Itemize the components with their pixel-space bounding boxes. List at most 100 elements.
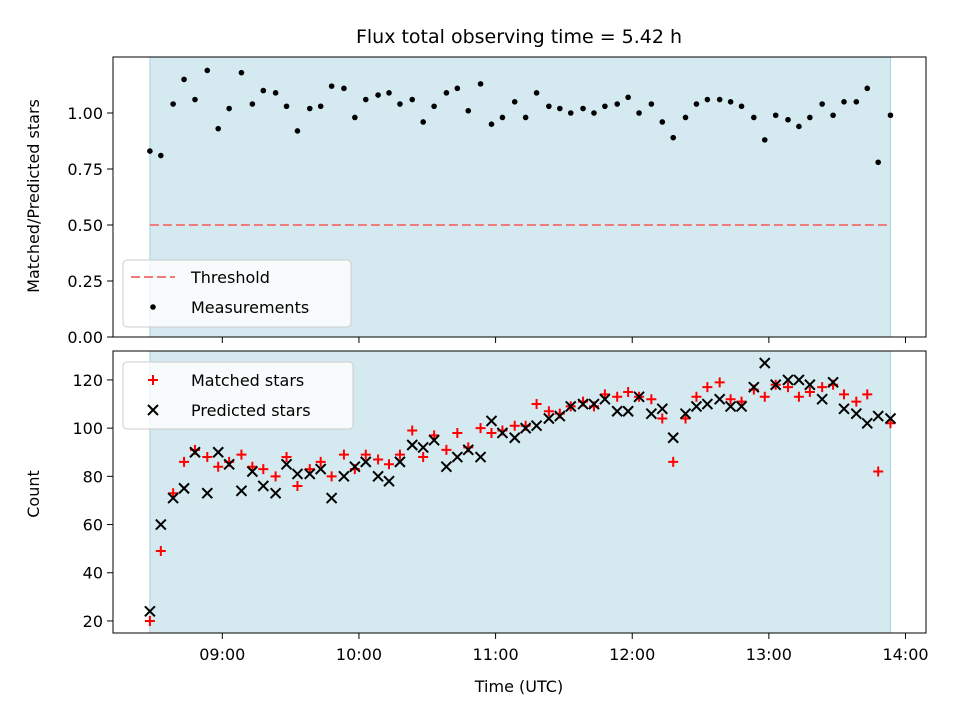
predicted-star-point [633, 391, 645, 403]
predicted-star-point [269, 487, 282, 499]
matched-star-point [270, 471, 281, 482]
matched-star-point [236, 449, 247, 460]
matched-star-point [373, 454, 384, 465]
predicted-star-point [793, 374, 805, 386]
predicted-star-point [474, 451, 487, 463]
x-axis-label: Time (UTC) [474, 677, 563, 696]
matched-star-point [202, 452, 213, 463]
measurement-point [158, 152, 164, 159]
predicted-star-point [713, 393, 726, 405]
measurement-point [659, 119, 666, 125]
bottom-y-tick-label: 60 [83, 516, 103, 535]
legend-predicted-swatch [147, 404, 159, 416]
predicted-star-point [212, 446, 224, 458]
predicted-star-point [611, 405, 623, 417]
predicted-star-point [291, 468, 304, 480]
top-y-axis-label: Matched/Predicted stars [24, 99, 43, 293]
matched-star-point [179, 456, 190, 467]
matched-star-point [429, 430, 440, 441]
measurement-point [819, 101, 825, 107]
predicted-star-point [782, 374, 794, 386]
matched-star-point [646, 394, 657, 405]
predicted-star-point [325, 492, 338, 504]
matched-star-point [599, 389, 610, 400]
measurement-point [772, 112, 779, 119]
measurement-point [738, 103, 745, 110]
top-y-tick-label: 0.50 [67, 216, 103, 235]
measurement-point [511, 99, 518, 105]
matched-star-point [885, 418, 896, 429]
matched-star-point [394, 449, 405, 460]
matched-star-point [407, 425, 418, 436]
matched-star-point [338, 449, 349, 460]
measurement-point [443, 90, 450, 96]
predicted-star-point [804, 379, 816, 391]
predicted-star-point [314, 463, 327, 475]
measurement-point [454, 85, 461, 92]
measurement-point [238, 69, 245, 76]
predicted-star-point [155, 518, 167, 531]
matched-star-point [543, 406, 554, 417]
measurement-point [477, 81, 484, 87]
measurement-point [522, 114, 529, 121]
predicted-star-point [759, 357, 771, 369]
predicted-star-point [816, 393, 828, 405]
predicted-star-point [543, 412, 555, 425]
measurement-point [807, 114, 813, 121]
predicted-star-point [577, 398, 589, 410]
measurement-point [294, 128, 301, 134]
measurement-point [181, 76, 187, 83]
measurement-point [192, 96, 198, 103]
measurement-point [670, 134, 677, 141]
bottom-x-tick-label: 14:00 [882, 645, 928, 664]
matched-star-point [612, 391, 623, 402]
matched-star-point [804, 386, 815, 397]
measurement-point [785, 116, 791, 123]
matched-star-point [475, 423, 486, 434]
predicted-star-point [440, 460, 453, 473]
legend-measurements-swatch [150, 304, 156, 310]
matched-star-point [486, 427, 497, 438]
bottom-legend: Matched stars Predicted stars [122, 361, 354, 430]
predicted-star-point [872, 410, 884, 422]
matched-star-point [873, 466, 884, 477]
bottom-y-tick-label: 80 [83, 467, 103, 486]
bottom-y-tick-label: 100 [72, 419, 103, 438]
predicted-star-point [178, 482, 190, 495]
predicted-star-point [304, 468, 316, 480]
matched-star-point [247, 461, 258, 472]
measurement-point [648, 101, 655, 107]
predicted-star-point [383, 475, 395, 487]
predicted-star-point [656, 403, 668, 415]
matched-star-point [680, 413, 691, 424]
predicted-star-point [735, 400, 748, 413]
measurement-point [853, 99, 860, 105]
matched-star-point [144, 615, 155, 626]
predicted-star-point [509, 432, 521, 444]
measurement-point [488, 121, 495, 127]
matched-star-point [702, 382, 713, 393]
predicted-star-point [372, 470, 384, 483]
chart-title: Flux total observing time = 5.42 h [356, 26, 682, 48]
measurement-point [614, 101, 620, 107]
matched-star-point [714, 377, 725, 388]
predicted-star-point [884, 412, 897, 425]
measurement-point [328, 83, 335, 89]
predicted-star-point [667, 432, 679, 444]
legend-measurements-label: Measurements [191, 298, 309, 317]
measurement-point [375, 92, 381, 98]
bottom-y-axis-label: Count [24, 470, 43, 518]
measurement-point [567, 110, 574, 116]
top-y-tick-label: 0.25 [67, 272, 103, 291]
measurement-point [352, 114, 358, 121]
measurement-point [864, 85, 871, 92]
measurement-point [580, 105, 586, 112]
matched-star-point [793, 391, 804, 402]
measurement-point [499, 114, 506, 121]
predicted-star-point [451, 451, 464, 463]
predicted-star-point [246, 465, 259, 478]
measurement-point [830, 112, 836, 119]
matched-star-point [862, 389, 873, 400]
predicted-star-point [338, 470, 350, 483]
bottom-panel: 20 40 60 80 100 120 09:00 10:00 11:00 12:00 13:00 1… [72, 350, 929, 664]
